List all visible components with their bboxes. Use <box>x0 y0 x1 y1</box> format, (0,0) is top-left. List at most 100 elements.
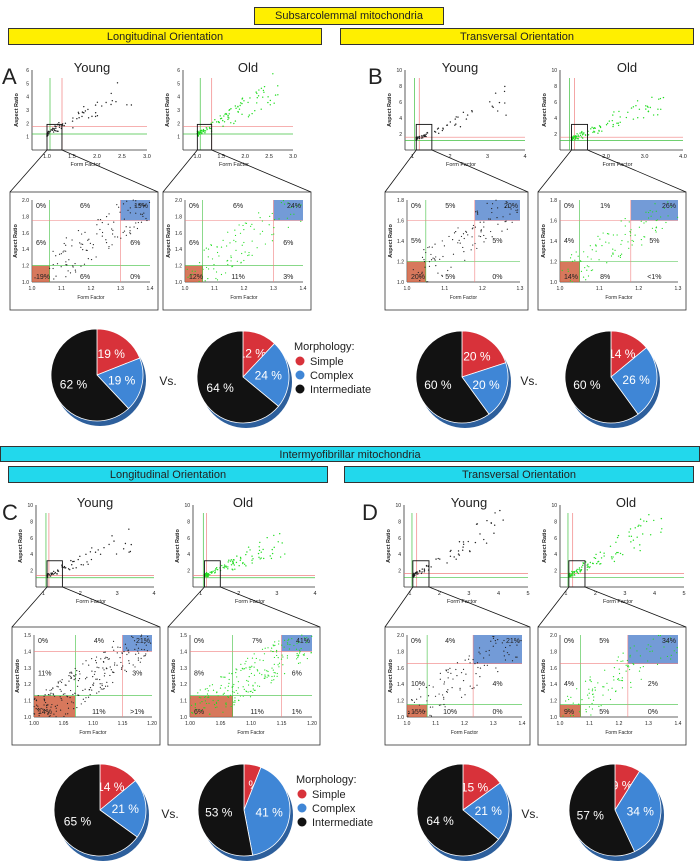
zoom-point <box>63 250 65 252</box>
zoom-point <box>591 249 593 251</box>
zoom-point <box>131 635 133 637</box>
zoom-point <box>216 706 218 708</box>
zoom-point <box>88 664 90 666</box>
overview-point <box>661 528 663 530</box>
zoom-point <box>33 706 35 708</box>
zoom-point <box>242 224 244 227</box>
zoom-point <box>667 215 669 217</box>
zoom-point <box>612 248 614 250</box>
zoom-point <box>274 672 276 674</box>
zoom-point <box>85 249 87 251</box>
zoom-point <box>624 217 626 220</box>
zoom-point <box>207 278 209 280</box>
zoom-point <box>590 714 592 716</box>
zoom-xtick-label: 1.15 <box>118 721 128 727</box>
overview-point <box>75 567 77 569</box>
zoom-point <box>571 260 574 262</box>
overview-point <box>647 110 650 112</box>
zoom-point <box>273 671 275 674</box>
zoom-point <box>652 638 654 640</box>
zoom-point <box>488 654 490 656</box>
zoom-point <box>243 241 245 244</box>
zoom-point <box>87 239 89 241</box>
zoom-ytick-label: 1.6 <box>550 666 557 672</box>
overview-point <box>637 525 639 528</box>
zoom-point <box>269 215 271 217</box>
overview-point <box>436 128 439 130</box>
zoom-point <box>478 651 480 653</box>
zoom-pct-top-mid: 6% <box>80 203 90 210</box>
zoom-point <box>89 242 91 245</box>
zoom-point <box>198 280 200 283</box>
zoom-point <box>455 231 457 233</box>
zoom-point <box>85 660 87 662</box>
zoom-point <box>146 650 148 652</box>
zoom-point <box>618 679 620 681</box>
zoom-pct-bot-left: 12% <box>189 274 203 281</box>
zoom-point <box>502 216 504 218</box>
overview-point <box>101 105 103 107</box>
zoom-point <box>243 668 245 670</box>
overview-point <box>258 549 261 552</box>
zoom-point <box>654 203 656 205</box>
overview-point <box>469 550 471 553</box>
overview-point <box>48 133 50 135</box>
zoom-point <box>303 654 305 656</box>
zoom-point <box>506 201 508 203</box>
zoom-point <box>47 704 49 706</box>
zoom-pct-bot-left: 20% <box>411 274 425 281</box>
zoom-point <box>270 682 272 684</box>
overview-point <box>110 92 112 95</box>
zoom-point <box>472 659 474 661</box>
zoom-point <box>667 201 669 203</box>
zoom-point <box>43 700 46 702</box>
overview-point <box>571 571 574 573</box>
overview-ytick-label: 4 <box>177 95 180 101</box>
zoom-point <box>138 203 141 206</box>
zoom-point <box>144 204 146 207</box>
zoom-point <box>68 259 70 261</box>
zoom-point <box>430 715 433 717</box>
zoom-point <box>137 659 140 661</box>
overview-point <box>54 571 57 574</box>
overview-point <box>586 564 588 566</box>
zoom-point <box>191 712 194 714</box>
zoom-point <box>639 667 642 669</box>
zoom-point <box>443 681 446 683</box>
zoom-point <box>585 711 587 713</box>
zoom-point <box>432 686 434 688</box>
zoom-point <box>43 704 45 706</box>
zoom-point <box>141 213 143 215</box>
zoom-point <box>74 269 76 271</box>
overview-point <box>612 114 614 116</box>
overview-point <box>79 555 81 558</box>
overview-ytick-label: 2 <box>187 569 190 575</box>
overview-point <box>235 561 238 564</box>
zoom-point <box>620 679 622 682</box>
overview-point <box>258 556 260 559</box>
zoom-point <box>79 673 81 675</box>
zoom-point <box>203 249 205 251</box>
overview-point <box>658 98 660 100</box>
overview-point <box>632 539 635 541</box>
zoom-point <box>445 690 448 693</box>
zoom-point <box>45 705 48 707</box>
overview-point <box>423 568 426 570</box>
overview-point <box>233 122 235 125</box>
overview-point <box>595 562 598 565</box>
zoom-point <box>187 276 189 278</box>
zoom-point <box>134 648 136 650</box>
zoom-point <box>587 256 589 258</box>
overview-ylabel: Aspect Ratio <box>165 93 171 127</box>
zoom-point <box>56 704 58 706</box>
overview-point <box>476 523 479 525</box>
zoom-point <box>235 241 237 243</box>
zoom-connector-left <box>537 586 570 628</box>
zoom-pct-bot-right: 0% <box>648 709 658 716</box>
zoom-point <box>103 675 106 677</box>
overview-point <box>216 569 219 571</box>
zoom-point <box>453 232 456 234</box>
zoom-point <box>109 674 111 677</box>
zoom-point <box>418 688 420 690</box>
